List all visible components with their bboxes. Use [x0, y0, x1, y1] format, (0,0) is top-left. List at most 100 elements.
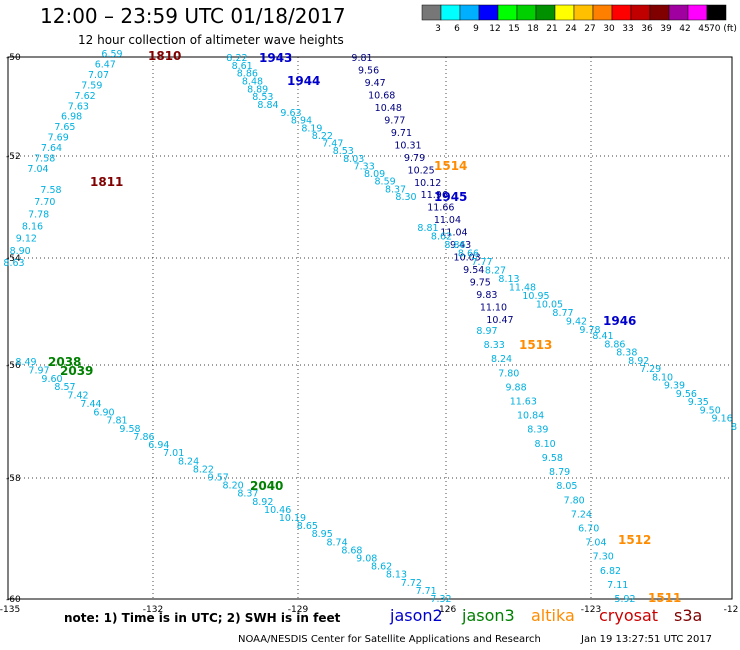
color-scale-label: 15	[508, 24, 519, 34]
wave-height-value: 7.44	[80, 399, 101, 410]
wave-height-value: 10.19	[279, 513, 306, 524]
color-scale-label: 27	[584, 24, 595, 34]
wave-height-value: 9.63	[280, 108, 301, 119]
latitude-label: -58	[6, 474, 21, 484]
track-1512: 1512	[618, 533, 651, 547]
wave-height-value: 8.03	[343, 154, 364, 165]
wave-height-value: 9.47	[365, 78, 386, 89]
wave-height-value: 7.72	[401, 578, 422, 589]
latitude-label: -54	[6, 254, 21, 264]
wave-height-value: 8.94	[291, 116, 312, 127]
wave-height-value: 7.63	[68, 101, 89, 112]
wave-height-value: 8.37	[385, 184, 406, 195]
wave-height-value: 9.77	[384, 115, 405, 126]
wave-height-value: 8.22	[312, 131, 333, 142]
wave-height-value: 10.46	[264, 505, 291, 516]
wave-height-value: 6.70	[578, 523, 599, 534]
pass-time-label: 2040	[250, 479, 283, 493]
wave-height-value: 8.13	[498, 274, 519, 285]
track-2040: 7.866.947.018.248.229.578.208.378.9210.4…	[133, 432, 451, 605]
legend-jason2: jason2	[390, 606, 443, 625]
wave-height-value: 8.65	[297, 521, 318, 532]
pass-time-label: 1810	[148, 49, 181, 63]
pass-time-label: 1514	[434, 159, 467, 173]
wave-height-value: 7.58	[34, 154, 55, 165]
track-1511: 1511	[648, 591, 681, 605]
color-scale-label: 39	[660, 24, 672, 34]
color-scale-label: 70 (ft)	[709, 24, 737, 34]
color-scale-label: 45	[698, 24, 709, 34]
latitude-label: -52	[6, 152, 21, 162]
wave-height-value: 9.60	[41, 374, 62, 385]
color-swatch	[668, 4, 689, 21]
wave-height-value: 9.81	[351, 53, 372, 64]
wave-height-value: 8.10	[535, 439, 556, 450]
wave-height-value: 9.08	[356, 554, 377, 565]
wave-height-value: 10.12	[414, 178, 441, 189]
longitude-label: -132	[143, 605, 163, 615]
color-swatch	[459, 4, 480, 21]
pass-time-label: 1946	[603, 314, 636, 328]
wave-height-value: 7.42	[67, 391, 88, 402]
color-swatch	[535, 4, 556, 21]
track-1811: 7.587.707.78 8.169.128.908.63 1811	[3, 175, 123, 269]
wave-height-value: 8.33	[484, 340, 505, 351]
wave-height-value: 8.48	[242, 77, 263, 88]
pass-time-label: 1945	[434, 190, 467, 204]
wave-height-value: 9.35	[688, 397, 709, 408]
wave-height-value: 5.92	[614, 594, 635, 605]
wave-height-value: 9.16	[712, 414, 733, 425]
wave-height-value: 7.81	[106, 416, 127, 427]
map-subtitle: 12 hour collection of altimeter wave hei…	[78, 33, 344, 47]
track-1945: 8.818.628.868.667.778.278.1311.4810.9510…	[417, 190, 600, 336]
wave-height-value: 8.59	[375, 177, 396, 188]
color-swatch	[592, 4, 613, 21]
wave-height-value: 7.01	[163, 448, 184, 459]
wave-height-value: 9.78	[579, 325, 600, 336]
color-swatch	[478, 4, 499, 21]
color-swatch	[706, 4, 727, 21]
track-1944: 9.638.948.198.227.478.538.037.338.098.59…	[280, 74, 416, 203]
color-scale-label: 18	[527, 24, 539, 34]
wave-height-value: 8.53	[252, 92, 273, 103]
track-1514: 1514	[434, 159, 467, 173]
wave-height-value: 6.47	[95, 59, 116, 70]
satellite-tracks: 6.596.477.077.597.627.636.987.657.697.64…	[3, 49, 737, 605]
color-scale-legend: 3 6 9 12 15 18 21 24 27 30 33 36 39 42 45 70 (ft)	[421, 4, 737, 34]
wave-height-value: 8.22	[226, 53, 247, 64]
wave-height-value: 10.31	[394, 140, 421, 151]
color-scale-label: 33	[622, 24, 633, 34]
axis-labels: -135 -132 -129 -126 -123 -12 -50 -52 -54 -56 -58 -6…	[0, 53, 738, 615]
wave-height-value: 7.04	[585, 538, 606, 549]
legend-cryosat: cryosat	[599, 606, 659, 625]
pass-time-label: 1943	[259, 51, 292, 65]
longitude-label: -129	[288, 605, 309, 615]
wave-height-value: 10.25	[408, 165, 435, 176]
color-swatch	[440, 4, 461, 21]
wave-height-value: 8.13	[386, 570, 407, 581]
wave-height-value: 8.22	[193, 464, 214, 475]
color-scale-label: 24	[565, 24, 577, 34]
wave-height-value: 7.70	[34, 197, 55, 208]
wave-height-value: 11.10	[480, 303, 507, 314]
wave-height-value: 8.53	[333, 146, 354, 157]
lat-lon-grid	[8, 57, 732, 599]
latitude-label: -60	[6, 595, 21, 605]
color-scale-label: 21	[546, 24, 557, 34]
pass-time-label: 1944	[287, 74, 320, 88]
wave-height-value: 8.66	[458, 249, 479, 260]
latitude-label: -56	[6, 361, 21, 371]
wave-height-value: 10.03	[454, 253, 481, 264]
track-1944b: 9.819.569.4710.6810.489.779.7110.319.791…	[351, 53, 513, 326]
color-swatch	[687, 4, 708, 21]
wave-height-value: 8.20	[223, 481, 244, 492]
color-scale-label: 36	[641, 24, 653, 34]
wave-height-value: 9.12	[16, 234, 37, 245]
color-swatch	[497, 4, 518, 21]
wave-height-value: 8.27	[485, 266, 506, 277]
wave-height-value: 8.86	[604, 339, 625, 350]
pass-time-label: 2038	[48, 355, 81, 369]
wave-height-value: 9.83	[476, 290, 497, 301]
wave-height-value: 8.62	[371, 562, 392, 573]
